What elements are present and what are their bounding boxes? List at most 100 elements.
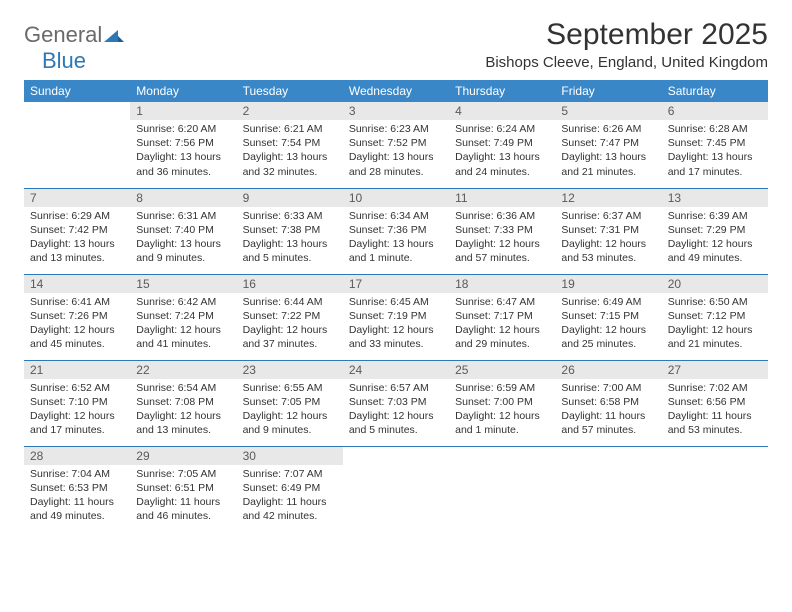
calendar-cell: 16Sunrise: 6:44 AMSunset: 7:22 PMDayligh…: [237, 274, 343, 360]
daylight-line: Daylight: 12 hours and 9 minutes.: [243, 409, 337, 437]
calendar-page: General Blue September 2025 Bishops Clee…: [0, 0, 792, 532]
day-number: 8: [130, 189, 236, 207]
sunrise-line: Sunrise: 6:41 AM: [30, 295, 124, 309]
calendar-cell: 12Sunrise: 6:37 AMSunset: 7:31 PMDayligh…: [555, 188, 661, 274]
calendar-table: Sunday Monday Tuesday Wednesday Thursday…: [24, 80, 768, 532]
calendar-cell: 29Sunrise: 7:05 AMSunset: 6:51 PMDayligh…: [130, 446, 236, 532]
daylight-line: Daylight: 12 hours and 21 minutes.: [668, 323, 762, 351]
day-details: Sunrise: 6:55 AMSunset: 7:05 PMDaylight:…: [237, 379, 343, 442]
sunset-line: Sunset: 7:47 PM: [561, 136, 655, 150]
day-number: 17: [343, 275, 449, 293]
calendar-cell: 4Sunrise: 6:24 AMSunset: 7:49 PMDaylight…: [449, 102, 555, 188]
daylight-line: Daylight: 13 hours and 13 minutes.: [30, 237, 124, 265]
sunrise-line: Sunrise: 7:05 AM: [136, 467, 230, 481]
day-number: 9: [237, 189, 343, 207]
daylight-line: Daylight: 12 hours and 41 minutes.: [136, 323, 230, 351]
day-details: Sunrise: 6:20 AMSunset: 7:56 PMDaylight:…: [130, 120, 236, 183]
calendar-cell: 15Sunrise: 6:42 AMSunset: 7:24 PMDayligh…: [130, 274, 236, 360]
day-details: Sunrise: 6:42 AMSunset: 7:24 PMDaylight:…: [130, 293, 236, 356]
day-number: 7: [24, 189, 130, 207]
sunrise-line: Sunrise: 6:21 AM: [243, 122, 337, 136]
day-number: 27: [662, 361, 768, 379]
calendar-cell: 17Sunrise: 6:45 AMSunset: 7:19 PMDayligh…: [343, 274, 449, 360]
calendar-cell: 22Sunrise: 6:54 AMSunset: 7:08 PMDayligh…: [130, 360, 236, 446]
day-header: Thursday: [449, 80, 555, 102]
sunset-line: Sunset: 6:49 PM: [243, 481, 337, 495]
daylight-line: Daylight: 11 hours and 42 minutes.: [243, 495, 337, 523]
sunset-line: Sunset: 7:12 PM: [668, 309, 762, 323]
sunset-line: Sunset: 7:33 PM: [455, 223, 549, 237]
calendar-week: 1Sunrise: 6:20 AMSunset: 7:56 PMDaylight…: [24, 102, 768, 188]
day-details: Sunrise: 6:54 AMSunset: 7:08 PMDaylight:…: [130, 379, 236, 442]
day-details: Sunrise: 6:31 AMSunset: 7:40 PMDaylight:…: [130, 207, 236, 270]
calendar-cell: 8Sunrise: 6:31 AMSunset: 7:40 PMDaylight…: [130, 188, 236, 274]
day-details: Sunrise: 6:39 AMSunset: 7:29 PMDaylight:…: [662, 207, 768, 270]
day-details: Sunrise: 6:52 AMSunset: 7:10 PMDaylight:…: [24, 379, 130, 442]
daylight-line: Daylight: 12 hours and 57 minutes.: [455, 237, 549, 265]
day-details: Sunrise: 6:59 AMSunset: 7:00 PMDaylight:…: [449, 379, 555, 442]
sunrise-line: Sunrise: 6:29 AM: [30, 209, 124, 223]
day-details: Sunrise: 7:04 AMSunset: 6:53 PMDaylight:…: [24, 465, 130, 528]
sunset-line: Sunset: 7:19 PM: [349, 309, 443, 323]
day-details: Sunrise: 6:37 AMSunset: 7:31 PMDaylight:…: [555, 207, 661, 270]
sunset-line: Sunset: 7:38 PM: [243, 223, 337, 237]
daylight-line: Daylight: 12 hours and 13 minutes.: [136, 409, 230, 437]
daylight-line: Daylight: 12 hours and 53 minutes.: [561, 237, 655, 265]
sunrise-line: Sunrise: 6:33 AM: [243, 209, 337, 223]
sunrise-line: Sunrise: 6:55 AM: [243, 381, 337, 395]
day-number: 11: [449, 189, 555, 207]
brand-mark-icon: [104, 26, 124, 47]
calendar-cell: 7Sunrise: 6:29 AMSunset: 7:42 PMDaylight…: [24, 188, 130, 274]
calendar-cell: [343, 446, 449, 532]
daylight-line: Daylight: 13 hours and 21 minutes.: [561, 150, 655, 178]
day-number: 3: [343, 102, 449, 120]
calendar-cell: 28Sunrise: 7:04 AMSunset: 6:53 PMDayligh…: [24, 446, 130, 532]
sunrise-line: Sunrise: 7:04 AM: [30, 467, 124, 481]
sunset-line: Sunset: 6:51 PM: [136, 481, 230, 495]
calendar-cell: 11Sunrise: 6:36 AMSunset: 7:33 PMDayligh…: [449, 188, 555, 274]
calendar-cell: 14Sunrise: 6:41 AMSunset: 7:26 PMDayligh…: [24, 274, 130, 360]
sunset-line: Sunset: 7:05 PM: [243, 395, 337, 409]
calendar-week: 28Sunrise: 7:04 AMSunset: 6:53 PMDayligh…: [24, 446, 768, 532]
day-number: 6: [662, 102, 768, 120]
sunset-line: Sunset: 7:00 PM: [455, 395, 549, 409]
day-details: Sunrise: 6:50 AMSunset: 7:12 PMDaylight:…: [662, 293, 768, 356]
day-header: Monday: [130, 80, 236, 102]
calendar-week: 14Sunrise: 6:41 AMSunset: 7:26 PMDayligh…: [24, 274, 768, 360]
sunrise-line: Sunrise: 6:57 AM: [349, 381, 443, 395]
daylight-line: Daylight: 11 hours and 57 minutes.: [561, 409, 655, 437]
day-details: Sunrise: 6:36 AMSunset: 7:33 PMDaylight:…: [449, 207, 555, 270]
sunset-line: Sunset: 7:22 PM: [243, 309, 337, 323]
day-number: 20: [662, 275, 768, 293]
day-number: 30: [237, 447, 343, 465]
day-details: Sunrise: 7:07 AMSunset: 6:49 PMDaylight:…: [237, 465, 343, 528]
sunrise-line: Sunrise: 6:42 AM: [136, 295, 230, 309]
sunrise-line: Sunrise: 6:23 AM: [349, 122, 443, 136]
header: General Blue September 2025 Bishops Clee…: [24, 18, 768, 74]
daylight-line: Daylight: 12 hours and 1 minute.: [455, 409, 549, 437]
daylight-line: Daylight: 12 hours and 29 minutes.: [455, 323, 549, 351]
calendar-cell: 21Sunrise: 6:52 AMSunset: 7:10 PMDayligh…: [24, 360, 130, 446]
day-number: 22: [130, 361, 236, 379]
sunrise-line: Sunrise: 6:47 AM: [455, 295, 549, 309]
daylight-line: Daylight: 12 hours and 33 minutes.: [349, 323, 443, 351]
sunset-line: Sunset: 7:26 PM: [30, 309, 124, 323]
calendar-body: 1Sunrise: 6:20 AMSunset: 7:56 PMDaylight…: [24, 102, 768, 532]
brand-logo: General Blue: [24, 18, 124, 74]
day-number: 21: [24, 361, 130, 379]
calendar-cell: 19Sunrise: 6:49 AMSunset: 7:15 PMDayligh…: [555, 274, 661, 360]
sunrise-line: Sunrise: 7:00 AM: [561, 381, 655, 395]
day-details: Sunrise: 6:28 AMSunset: 7:45 PMDaylight:…: [662, 120, 768, 183]
calendar-cell: 25Sunrise: 6:59 AMSunset: 7:00 PMDayligh…: [449, 360, 555, 446]
calendar-cell: [24, 102, 130, 188]
day-header: Sunday: [24, 80, 130, 102]
sunset-line: Sunset: 7:08 PM: [136, 395, 230, 409]
calendar-cell: 3Sunrise: 6:23 AMSunset: 7:52 PMDaylight…: [343, 102, 449, 188]
sunrise-line: Sunrise: 6:49 AM: [561, 295, 655, 309]
day-number: 25: [449, 361, 555, 379]
daylight-line: Daylight: 13 hours and 1 minute.: [349, 237, 443, 265]
sunrise-line: Sunrise: 6:20 AM: [136, 122, 230, 136]
sunset-line: Sunset: 7:40 PM: [136, 223, 230, 237]
day-details: Sunrise: 6:57 AMSunset: 7:03 PMDaylight:…: [343, 379, 449, 442]
day-number: 29: [130, 447, 236, 465]
